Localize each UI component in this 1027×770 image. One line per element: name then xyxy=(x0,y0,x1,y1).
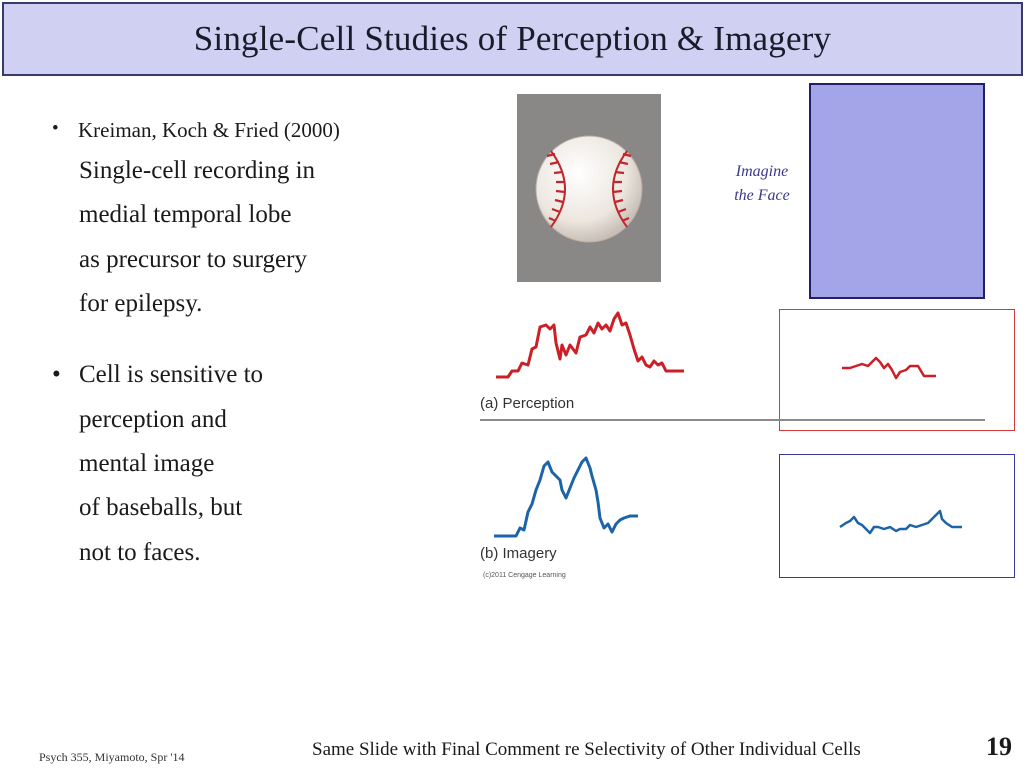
footer-comment: Same Slide with Final Comment re Selecti… xyxy=(312,739,861,760)
imagery-label: (b) Imagery xyxy=(480,545,557,562)
figure-copyright: (c)2011 Cengage Learning xyxy=(483,572,566,579)
body-line: as precursor to surgery xyxy=(79,246,307,273)
title-banner: Single-Cell Studies of Perception & Imag… xyxy=(2,2,1023,76)
body-line: medial temporal lobe xyxy=(79,201,292,228)
bullet-finding: • Cell is sensitive to xyxy=(52,361,263,389)
bullet-dot: • xyxy=(52,361,61,388)
imagery-face-trace xyxy=(839,509,962,535)
body-line: for epilepsy. xyxy=(79,290,203,317)
face-perception-frame xyxy=(779,309,1015,431)
perception-face-trace xyxy=(842,356,936,380)
panel-divider xyxy=(480,419,985,421)
body-line: Cell is sensitive to xyxy=(79,361,264,388)
body-line: perception and xyxy=(79,406,227,433)
footer-course: Psych 355, Miyamoto, Spr '14 xyxy=(39,750,185,764)
citation-text: Kreiman, Koch & Fried (2000) xyxy=(78,118,340,142)
perception-label: (a) Perception xyxy=(480,395,575,412)
perception-baseball-trace xyxy=(496,311,684,379)
body-line: mental image xyxy=(79,450,215,477)
bullet-dot: • xyxy=(52,118,59,139)
page-number: 19 xyxy=(986,732,1012,761)
face-imagery-frame xyxy=(779,454,1015,578)
face-placeholder xyxy=(809,83,985,299)
imagine-label-line: Imagine xyxy=(735,163,789,180)
baseball-drawing xyxy=(535,135,643,243)
body-line: of baseballs, but xyxy=(79,494,243,521)
body-line: not to faces. xyxy=(79,539,201,566)
imagine-face-label: Imagine the Face xyxy=(712,160,812,208)
slide-title: Single-Cell Studies of Perception & Imag… xyxy=(193,19,832,58)
bullet-citation: • Kreiman, Koch & Fried (2000) xyxy=(52,118,340,143)
imagine-label-line: the Face xyxy=(734,187,790,204)
imagery-baseball-trace xyxy=(494,456,638,538)
baseball-image xyxy=(517,94,661,282)
body-line: Single-cell recording in xyxy=(79,157,316,184)
